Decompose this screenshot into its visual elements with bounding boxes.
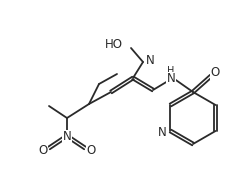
Text: N: N (167, 72, 175, 86)
Text: O: O (86, 143, 96, 157)
Text: N: N (158, 125, 167, 139)
Text: H: H (167, 66, 175, 76)
Text: N: N (63, 131, 71, 143)
Text: O: O (38, 143, 48, 157)
Text: HO: HO (105, 38, 123, 52)
Text: N: N (146, 55, 155, 67)
Text: O: O (210, 66, 220, 80)
